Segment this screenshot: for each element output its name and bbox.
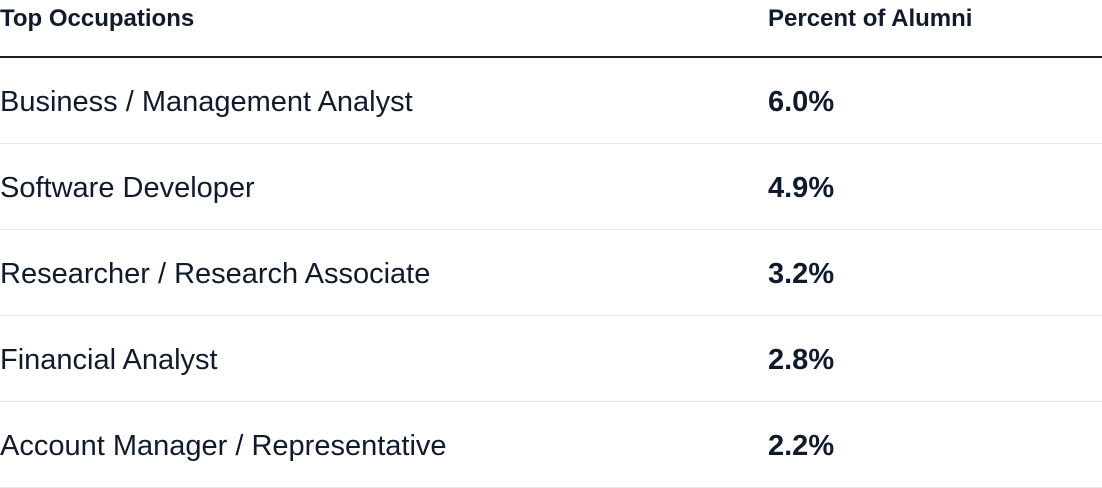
occupation-cell: Account Manager / Representative (0, 430, 447, 462)
occupation-cell: Software Developer (0, 172, 255, 204)
table-body: Business / Management Analyst 6.0% Softw… (0, 58, 1102, 488)
header-top-occupations: Top Occupations (0, 5, 195, 32)
percent-cell: 6.0% (768, 86, 835, 118)
table-header-row: Top Occupations Percent of Alumni (0, 0, 1102, 58)
table-row: Financial Analyst 2.8% (0, 316, 1102, 402)
occupation-cell: Financial Analyst (0, 344, 218, 376)
table-row: Business / Management Analyst 6.0% (0, 58, 1102, 144)
occupation-cell: Business / Management Analyst (0, 86, 413, 118)
occupation-cell: Researcher / Research Associate (0, 258, 431, 290)
table-row: Researcher / Research Associate 3.2% (0, 230, 1102, 316)
percent-cell: 3.2% (768, 258, 835, 290)
header-percent-of-alumni: Percent of Alumni (768, 5, 973, 32)
percent-cell: 2.2% (768, 430, 835, 462)
table-row: Software Developer 4.9% (0, 144, 1102, 230)
percent-cell: 2.8% (768, 344, 835, 376)
table-row: Account Manager / Representative 2.2% (0, 402, 1102, 488)
percent-cell: 4.9% (768, 172, 835, 204)
